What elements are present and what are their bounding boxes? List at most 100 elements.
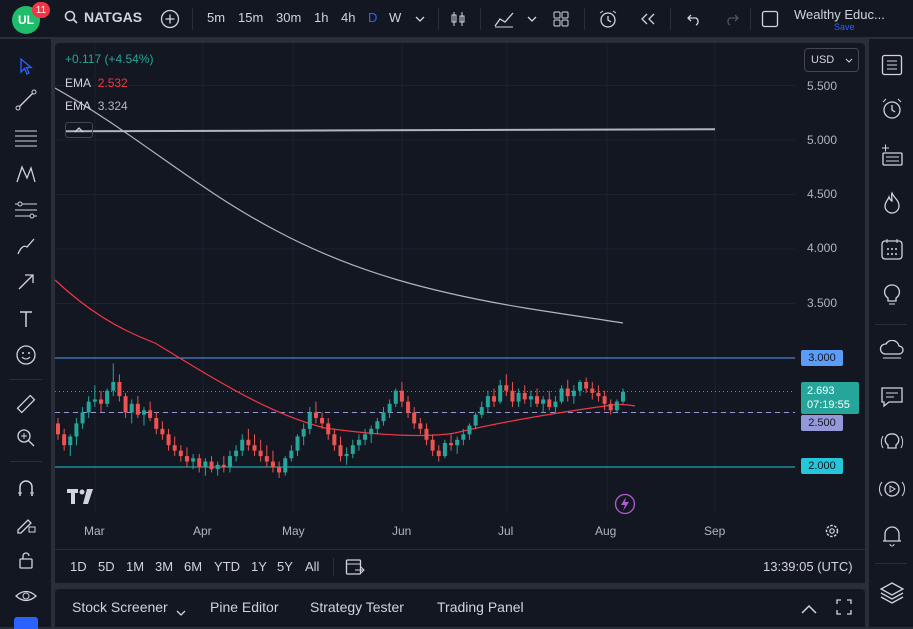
layers-button[interactable]	[877, 579, 907, 607]
candle-body[interactable]	[252, 445, 257, 451]
object-tree-button[interactable]	[877, 141, 907, 169]
candle-body[interactable]	[209, 461, 214, 470]
candle-body[interactable]	[375, 421, 380, 429]
candle-body[interactable]	[215, 464, 220, 470]
tab-stock-screener[interactable]: Stock Screener	[72, 599, 168, 615]
candle-body[interactable]	[614, 401, 619, 411]
candle-body[interactable]	[535, 396, 540, 404]
candle-body[interactable]	[283, 458, 288, 473]
candle-body[interactable]	[399, 390, 404, 402]
timeframe-15m[interactable]: 15m	[238, 10, 264, 25]
candle-body[interactable]	[56, 423, 60, 435]
timeframe-w[interactable]: W	[389, 10, 402, 25]
candle-body[interactable]	[590, 388, 595, 393]
layouts-button[interactable]	[549, 8, 573, 30]
candle-body[interactable]	[393, 390, 398, 404]
timeframe-1h[interactable]: 1h	[314, 10, 329, 25]
notifications-button[interactable]	[877, 521, 907, 549]
symbol-search[interactable]: NATGAS	[64, 9, 142, 25]
candle-body[interactable]	[68, 436, 73, 446]
candle-body[interactable]	[602, 396, 607, 404]
candle-body[interactable]	[578, 381, 583, 391]
range-all[interactable]: All	[305, 559, 320, 574]
candle-body[interactable]	[498, 385, 503, 402]
candle-body[interactable]	[295, 436, 300, 451]
candle-body[interactable]	[258, 450, 263, 457]
candle-body[interactable]	[412, 412, 417, 424]
goto-date-button[interactable]	[345, 557, 365, 582]
candle-body[interactable]	[227, 456, 232, 467]
candle-body[interactable]	[289, 450, 294, 459]
candle-body[interactable]	[301, 428, 306, 437]
pattern-tool[interactable]	[12, 161, 40, 187]
candle-body[interactable]	[234, 450, 239, 457]
range-1y[interactable]: 1Y	[251, 559, 267, 574]
candle-body[interactable]	[80, 412, 85, 424]
range-1d[interactable]: 1D	[70, 559, 87, 574]
candle-body[interactable]	[123, 396, 128, 413]
candle-body[interactable]	[363, 434, 368, 440]
candle-body[interactable]	[154, 417, 159, 429]
candle-body[interactable]	[387, 403, 392, 413]
candle-body[interactable]	[350, 445, 355, 454]
chart-settings-button[interactable]	[824, 523, 840, 544]
candle-body[interactable]	[424, 428, 429, 440]
candle-body[interactable]	[197, 458, 202, 467]
candle-body[interactable]	[141, 410, 146, 415]
candle-body[interactable]	[62, 434, 67, 446]
watchlist-button[interactable]	[877, 51, 907, 79]
candle-body[interactable]	[492, 396, 497, 402]
timeframe-30m[interactable]: 30m	[276, 10, 302, 25]
candle-body[interactable]	[129, 403, 134, 413]
hide-drawings-tool[interactable]	[12, 583, 40, 609]
candle-body[interactable]	[442, 443, 447, 457]
candle-body[interactable]	[473, 414, 478, 426]
magnet-tool[interactable]	[12, 475, 40, 501]
candle-body[interactable]	[264, 456, 269, 462]
candle-body[interactable]	[528, 396, 533, 400]
candle-body[interactable]	[565, 388, 570, 397]
candle-body[interactable]	[406, 401, 411, 413]
candle-body[interactable]	[369, 428, 374, 435]
streams-button[interactable]	[877, 475, 907, 503]
alert-button[interactable]	[596, 8, 620, 30]
timeframe-4h[interactable]: 4h	[341, 10, 356, 25]
redo-button[interactable]	[720, 8, 744, 30]
candle-body[interactable]	[467, 425, 472, 435]
hotlists-button[interactable]	[877, 189, 907, 217]
candle-body[interactable]	[553, 401, 558, 408]
remove-drawings-button[interactable]	[14, 617, 38, 629]
candle-body[interactable]	[92, 399, 97, 402]
layout-name[interactable]: Wealthy Educ...	[794, 7, 885, 22]
candle-body[interactable]	[608, 403, 613, 411]
candle-body[interactable]	[105, 390, 110, 404]
candle-body[interactable]	[246, 439, 251, 446]
candle-body[interactable]	[344, 453, 349, 457]
undo-button[interactable]	[682, 8, 706, 30]
brush-tool[interactable]	[12, 233, 40, 259]
trendline-tool[interactable]	[12, 87, 40, 113]
candle-body[interactable]	[160, 428, 165, 435]
candle-body[interactable]	[74, 423, 79, 437]
candle-body[interactable]	[510, 390, 515, 402]
candle-body[interactable]	[338, 445, 343, 457]
candle-body[interactable]	[547, 399, 552, 408]
arrow-tool[interactable]	[12, 269, 40, 295]
candle-body[interactable]	[166, 434, 171, 446]
candle-body[interactable]	[418, 423, 423, 429]
candle-body[interactable]	[203, 461, 208, 467]
fullscreen-toggle[interactable]	[758, 8, 782, 30]
candle-body[interactable]	[326, 423, 331, 435]
save-status[interactable]: Save	[834, 22, 855, 32]
range-1m[interactable]: 1M	[126, 559, 145, 574]
calendar-button[interactable]	[877, 235, 907, 263]
candle-body[interactable]	[332, 434, 337, 446]
maximize-panel-button[interactable]	[835, 598, 853, 621]
text-tool[interactable]	[12, 306, 40, 332]
candle-body[interactable]	[240, 439, 245, 451]
ideas-button[interactable]	[877, 281, 907, 309]
candle-body[interactable]	[621, 391, 625, 402]
chats-button[interactable]	[877, 383, 907, 411]
candle-body[interactable]	[135, 403, 140, 415]
measure-tool[interactable]	[12, 391, 40, 417]
